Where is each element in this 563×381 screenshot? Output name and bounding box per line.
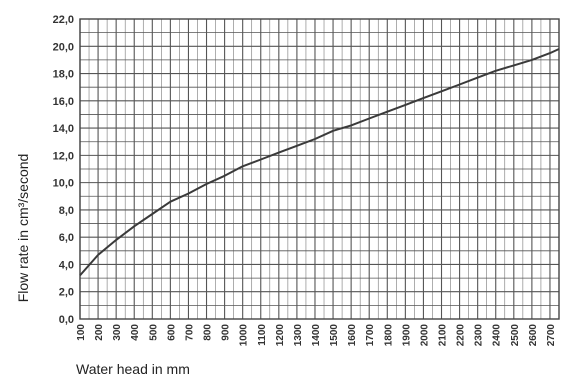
x-tick-label: 2600 — [528, 324, 539, 347]
y-axis-ticks: 0,0 2,0 4,0 6,0 8,0 10,0 12,0 14,0 16,0 18,0 20,0 2… — [53, 14, 74, 326]
y-tick-label: 6,0 — [59, 232, 74, 244]
x-tick-label: 1600 — [347, 324, 358, 347]
y-tick-label: 12,0 — [53, 150, 74, 162]
x-tick-label: 2100 — [438, 324, 449, 347]
plot-frame — [79, 18, 560, 320]
x-tick-label: 1800 — [383, 324, 394, 347]
x-tick-label: 2400 — [492, 324, 503, 347]
y-tick-label: 16,0 — [53, 96, 74, 108]
x-tick-label: 400 — [130, 324, 141, 341]
y-axis-label: Flow rate in cm³/second — [15, 154, 31, 303]
x-tick-label: 100 — [76, 324, 87, 341]
x-tick-label: 1300 — [293, 324, 304, 347]
x-tick-label: 2500 — [510, 324, 521, 347]
y-tick-label: 8,0 — [59, 205, 74, 217]
x-tick-label: 300 — [112, 324, 123, 341]
x-tick-label: 900 — [221, 324, 232, 341]
y-tick-label: 22,0 — [53, 14, 74, 26]
y-tick-label: 20,0 — [53, 41, 74, 53]
x-tick-label: 1100 — [257, 324, 268, 346]
grid-lines — [79, 18, 559, 320]
x-tick-label: 1200 — [275, 324, 286, 347]
x-tick-label: 1400 — [311, 324, 322, 347]
series-line — [79, 48, 560, 277]
x-tick-label: 200 — [94, 324, 105, 341]
x-tick-label: 1500 — [329, 324, 340, 347]
x-tick-label: 2000 — [419, 324, 430, 347]
x-tick-label: 2200 — [456, 324, 467, 347]
x-tick-label: 800 — [203, 324, 214, 341]
x-tick-label: 600 — [166, 324, 177, 341]
x-tick-label: 1700 — [365, 324, 376, 347]
x-axis-ticks: 100 200 300 400 500 600 700 800 900 1000 1100 1200 1… — [76, 324, 557, 347]
x-tick-label: 500 — [148, 324, 159, 341]
y-tick-label: 10,0 — [53, 178, 74, 190]
y-tick-label: 2,0 — [59, 287, 74, 299]
x-tick-label: 1000 — [239, 324, 250, 347]
x-tick-label: 1900 — [401, 324, 412, 347]
y-tick-label: 14,0 — [53, 123, 74, 135]
x-tick-label: 2300 — [474, 324, 485, 347]
y-tick-label: 0,0 — [59, 314, 74, 326]
y-tick-label: 18,0 — [53, 69, 74, 81]
x-axis-label: Water head in mm — [76, 361, 190, 377]
x-tick-label: 700 — [184, 324, 195, 341]
x-tick-label: 2700 — [546, 324, 557, 347]
y-tick-label: 4,0 — [59, 259, 74, 271]
